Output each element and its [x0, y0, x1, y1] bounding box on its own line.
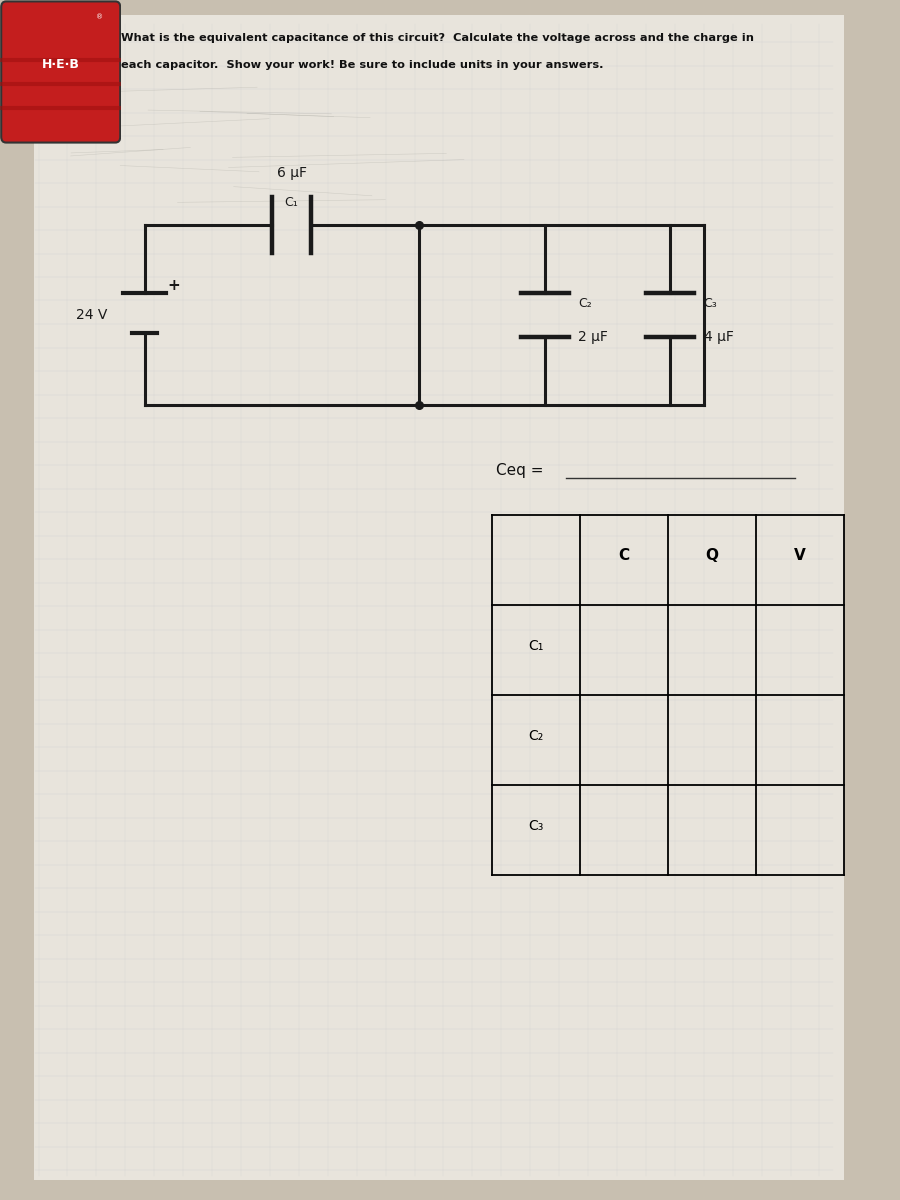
Text: +: + — [167, 277, 180, 293]
Text: C₂: C₂ — [579, 296, 592, 310]
Text: C₃: C₃ — [704, 296, 717, 310]
Text: Ceq =: Ceq = — [497, 462, 549, 478]
Text: C₁: C₁ — [284, 197, 299, 210]
Text: C₃: C₃ — [528, 818, 544, 833]
Text: 2 µF: 2 µF — [579, 330, 608, 344]
Text: each capacitor.  Show your work! Be sure to include units in your answers.: each capacitor. Show your work! Be sure … — [121, 60, 603, 70]
Text: C₁: C₁ — [528, 638, 544, 653]
Text: Q: Q — [705, 548, 718, 563]
Text: C₂: C₂ — [528, 728, 544, 743]
Text: 6 µF: 6 µF — [276, 166, 307, 180]
Text: C: C — [618, 548, 629, 563]
Text: 24 V: 24 V — [76, 308, 107, 322]
Text: V: V — [794, 548, 806, 563]
Text: 4 µF: 4 µF — [704, 330, 734, 344]
Text: What is the equivalent capacitance of this circuit?  Calculate the voltage acros: What is the equivalent capacitance of th… — [121, 32, 753, 43]
